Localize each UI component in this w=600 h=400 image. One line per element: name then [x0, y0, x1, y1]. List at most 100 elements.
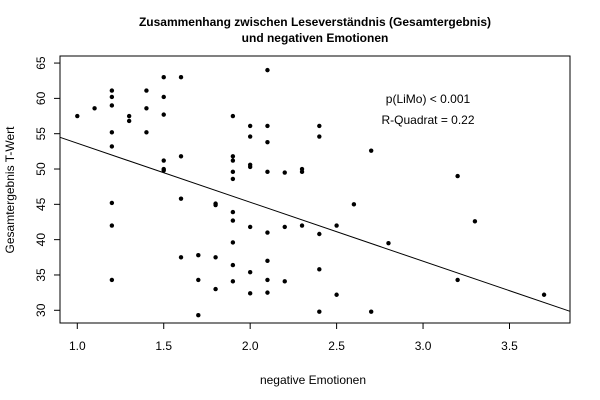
data-point	[230, 169, 236, 175]
data-point	[230, 279, 236, 284]
y-tick-label: 50	[34, 162, 48, 176]
y-tick-label: 45	[34, 197, 48, 211]
data-point	[282, 224, 287, 230]
data-point	[109, 88, 115, 93]
y-tick-label: 35	[34, 268, 48, 282]
chart-title-line1: Zusammenhang zwischen Leseverständnis (G…	[139, 15, 491, 29]
data-point	[334, 223, 339, 228]
data-point	[317, 123, 322, 129]
data-point	[92, 106, 97, 111]
data-point	[144, 88, 149, 93]
x-axis: 1.0 1.5 2.0 2.5 3.0 3.5	[69, 323, 518, 353]
data-point	[161, 112, 166, 117]
x-tick-label: 3.5	[501, 339, 518, 353]
x-tick-label: 1.5	[155, 339, 172, 353]
data-point	[230, 218, 236, 223]
data-point	[265, 277, 270, 283]
data-point	[368, 148, 374, 153]
y-axis-label: Gesamtergebnis T-Wert	[3, 126, 17, 254]
data-point	[230, 113, 236, 119]
data-point	[265, 258, 270, 264]
data-point	[213, 286, 218, 292]
data-point	[317, 267, 322, 272]
data-point	[317, 134, 322, 139]
data-point	[230, 176, 236, 182]
data-point	[213, 255, 218, 260]
data-point	[265, 230, 270, 235]
data-point	[178, 74, 184, 80]
data-point	[161, 94, 166, 100]
data-point	[247, 134, 253, 139]
data-point	[351, 202, 357, 207]
x-tick-label: 1.0	[69, 339, 86, 353]
data-point	[196, 252, 201, 258]
data-point	[541, 292, 547, 297]
x-tick-label: 2.0	[242, 339, 259, 353]
data-point	[126, 118, 132, 124]
y-tick-label: 40	[34, 233, 48, 247]
data-point	[299, 169, 305, 175]
data-point	[247, 269, 253, 275]
data-point	[109, 130, 115, 135]
regression-line	[59, 136, 571, 312]
data-point	[75, 113, 80, 119]
data-point	[109, 94, 115, 100]
data-point	[196, 313, 201, 318]
data-point	[386, 240, 391, 246]
data-point	[472, 219, 478, 224]
data-point	[109, 223, 115, 228]
y-axis: 30 35 40 45 50 55 60 65	[34, 56, 60, 317]
data-point	[230, 154, 236, 159]
data-point	[230, 209, 236, 215]
x-axis-label: negative Emotionen	[260, 373, 366, 387]
y-tick-label: 30	[34, 303, 48, 317]
data-point	[265, 123, 270, 129]
plot-frame	[59, 55, 571, 324]
data-point	[247, 123, 253, 129]
x-tick-label: 3.0	[415, 339, 432, 353]
p-value-annotation: p(LiMo) < 0.001	[386, 92, 471, 106]
data-point	[455, 173, 460, 179]
data-point	[161, 168, 166, 173]
data-point	[109, 277, 115, 283]
data-point	[109, 103, 115, 108]
data-point	[109, 200, 115, 206]
data-point	[455, 277, 460, 283]
data-point	[265, 139, 270, 145]
data-point	[178, 154, 184, 159]
x-tick-label: 2.5	[328, 339, 345, 353]
data-point	[265, 67, 270, 73]
data-point	[334, 292, 339, 297]
chart-title-line2: und negativen Emotionen	[242, 31, 389, 45]
data-point	[109, 144, 115, 149]
data-point	[282, 170, 287, 175]
data-point	[126, 113, 132, 119]
data-point	[265, 169, 270, 175]
y-tick-label: 65	[34, 56, 48, 70]
data-point	[282, 279, 287, 284]
data-point	[247, 291, 253, 296]
data-point	[178, 196, 184, 201]
r-squared-annotation: R-Quadrat = 0.22	[381, 113, 474, 127]
data-point	[247, 164, 253, 170]
data-point	[317, 309, 322, 314]
data-point	[230, 240, 236, 245]
data-points	[75, 67, 547, 318]
data-point	[213, 202, 218, 208]
y-tick-label: 55	[34, 127, 48, 141]
data-point	[299, 223, 305, 228]
data-point	[144, 106, 149, 111]
data-point	[161, 74, 166, 80]
data-point	[196, 277, 201, 283]
data-point	[317, 231, 322, 237]
data-point	[144, 130, 149, 135]
data-point	[178, 255, 184, 260]
data-point	[247, 224, 253, 230]
data-point	[265, 290, 270, 295]
data-point	[368, 309, 374, 314]
data-point	[230, 158, 236, 163]
y-tick-label: 60	[34, 91, 48, 105]
data-point	[161, 158, 166, 163]
